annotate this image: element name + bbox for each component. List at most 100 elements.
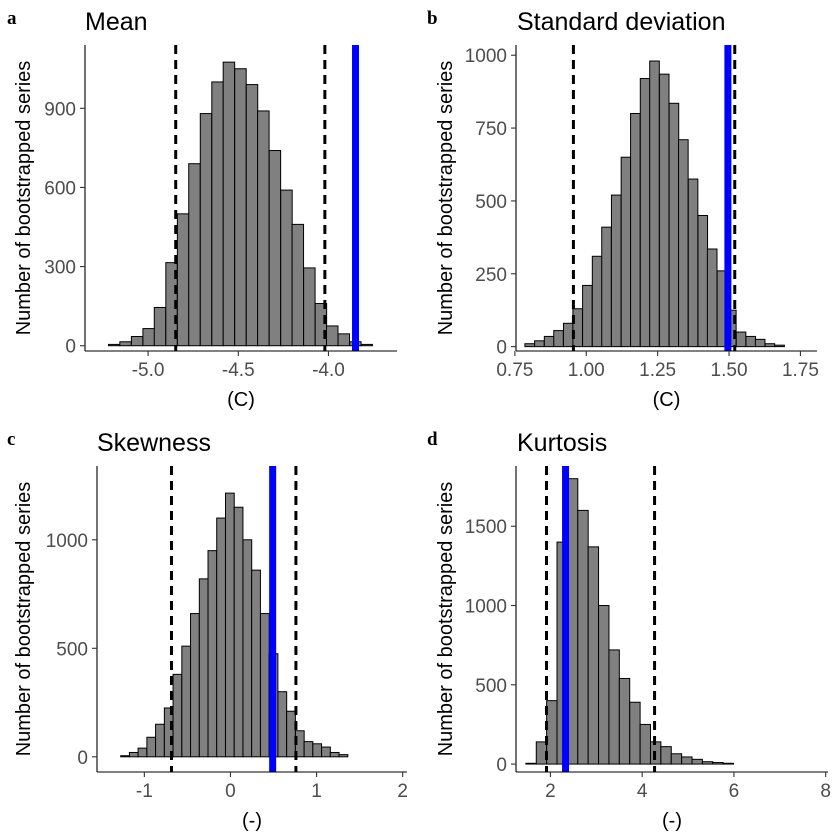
histogram-bar <box>629 701 641 765</box>
histogram-bar <box>582 284 593 348</box>
histogram-bar <box>277 691 288 758</box>
histogram-bar <box>712 761 724 765</box>
histogram-bar <box>222 61 236 347</box>
x-tick-label: 2 <box>545 781 556 802</box>
panel-letter: d <box>427 429 438 450</box>
panel-letter: a <box>7 8 17 29</box>
histogram-bar <box>163 707 174 758</box>
histogram-bar <box>697 214 709 348</box>
y-tick-label: 750 <box>475 119 507 140</box>
histogram-bar <box>107 343 121 347</box>
histogram-bar <box>618 677 631 765</box>
histogram-bar <box>620 156 632 348</box>
y-tick-label: 1500 <box>465 517 507 538</box>
x-tick-label: 2 <box>397 781 408 802</box>
histogram-bar <box>630 112 641 348</box>
histogram-bar <box>524 343 536 348</box>
x-tick-label: 0 <box>225 781 236 802</box>
panel-title: Standard deviation <box>517 8 725 36</box>
x-axis-title: (-) <box>242 810 262 832</box>
histogram-bar <box>649 60 660 348</box>
histogram-bar <box>764 343 776 348</box>
histogram-bar <box>610 194 622 348</box>
histogram-bar <box>553 330 564 348</box>
histogram-bar <box>137 747 148 758</box>
histogram-bar <box>687 178 699 348</box>
panel-letter: c <box>7 429 15 450</box>
panel-c: c Skewness -1 0 1 2 0 500 1000 (-) Number of boots… <box>7 429 408 832</box>
histogram-bar <box>216 517 226 758</box>
panel-title: Skewness <box>97 429 211 457</box>
histogram-bar <box>198 578 209 758</box>
x-tick-label: -5.0 <box>132 360 165 381</box>
histogram-bar <box>639 78 651 348</box>
histogram-bar <box>660 746 672 765</box>
x-tick-label: -4.0 <box>312 360 345 381</box>
histogram-bar <box>312 743 323 758</box>
histogram-bar <box>314 303 328 347</box>
histogram-bar <box>591 255 603 348</box>
histogram-bar <box>546 700 558 765</box>
histogram-bar <box>321 746 331 758</box>
histogram-bar <box>128 751 139 758</box>
y-tick-label: 600 <box>44 178 76 199</box>
y-tick-label: 1000 <box>465 46 507 67</box>
panel-title: Kurtosis <box>517 429 607 457</box>
x-tick-label: 1 <box>311 781 322 802</box>
panel-b: b Standard deviation 0.75 1.00 1.25 1.50 1.75 0… <box>427 8 819 411</box>
histogram-bar <box>211 81 224 347</box>
y-tick-label: 250 <box>475 265 507 286</box>
y-tick-label: 1000 <box>465 597 507 618</box>
histogram-bar <box>303 267 316 347</box>
histogram-bar <box>245 84 259 347</box>
histogram-bar <box>153 306 167 347</box>
x-tick-label: 6 <box>729 781 740 802</box>
histogram-bar <box>172 673 183 758</box>
histogram-bar <box>190 613 200 758</box>
histogram-bar <box>670 753 683 765</box>
histogram-bar <box>572 308 583 348</box>
x-tick-label: 4 <box>637 781 648 802</box>
x-axis-title: (-) <box>662 810 682 832</box>
histogram-bar <box>658 73 670 348</box>
histogram-bar <box>207 550 218 758</box>
panel-title: Mean <box>85 8 148 36</box>
histogram-bar <box>691 758 703 765</box>
histogram-bar <box>120 755 130 758</box>
histogram-bar <box>337 333 351 347</box>
histogram-bar <box>774 344 785 348</box>
y-axis-title: Number of bootstrapped series <box>435 61 457 336</box>
y-tick-label: 0 <box>496 755 507 776</box>
histogram-bar <box>291 223 305 347</box>
histogram-bar <box>233 506 244 758</box>
panel-a: a Mean -5.0 -4.5 -4.0 0 300 600 900 (C) Number of … <box>7 8 397 411</box>
histogram-bar <box>280 189 293 347</box>
histogram-bar <box>146 736 157 758</box>
histogram-bar <box>598 605 610 765</box>
x-tick-label: 1.75 <box>782 360 819 381</box>
y-axis-title: Number of bootstrapped series <box>13 61 35 336</box>
histogram-bar <box>303 741 314 758</box>
histogram-bar <box>722 762 735 765</box>
x-axis-title: (C) <box>227 389 255 411</box>
x-tick-label: -1 <box>136 781 153 802</box>
x-tick-label: 1.25 <box>639 360 676 381</box>
y-tick-label: 500 <box>56 639 88 660</box>
x-tick-label: 1.00 <box>568 360 605 381</box>
histogram-bar <box>234 68 247 347</box>
y-tick-label: 0 <box>77 748 88 769</box>
panel-d: d Kurtosis 2 4 6 8 0 500 1000 1500 (-) Number of bo… <box>427 429 831 832</box>
histogram-bar <box>176 213 190 347</box>
y-tick-label: 0 <box>496 338 507 359</box>
y-tick-label: 0 <box>65 337 76 358</box>
histogram-bar <box>601 226 612 348</box>
histogram-bar <box>577 509 589 765</box>
histogram-bar <box>181 645 192 758</box>
y-tick-label: 500 <box>475 676 507 697</box>
histogram-bar <box>224 492 235 758</box>
x-axis-title: (C) <box>653 389 681 411</box>
histogram-bar <box>706 248 718 348</box>
histogram-bar <box>543 335 555 348</box>
histogram-bar <box>608 649 620 765</box>
y-axis-title: Number of bootstrapped series <box>435 482 457 757</box>
